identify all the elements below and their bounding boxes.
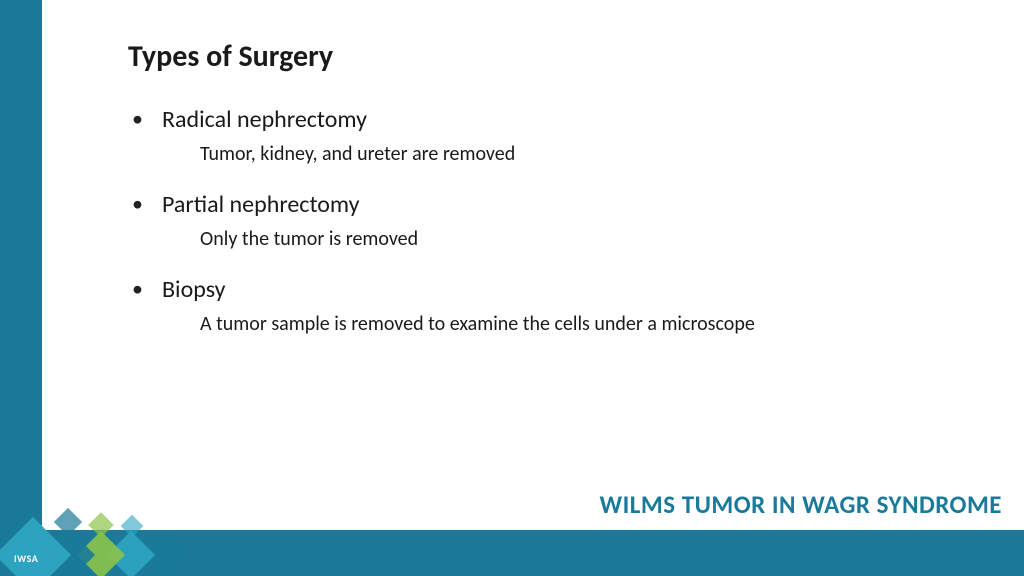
bullet-list: Radical nephrectomy Tumor, kidney, and u… — [128, 105, 984, 336]
item-description: Tumor, kidney, and ureter are removed — [162, 142, 984, 166]
footer-title: WILMS TUMOR IN WAGR SYNDROME — [599, 489, 1002, 520]
content-area: Types of Surgery Radical nephrectomy Tum… — [128, 38, 984, 360]
item-heading: Biopsy — [162, 275, 984, 304]
slide: Types of Surgery Radical nephrectomy Tum… — [0, 0, 1024, 576]
list-item: Partial nephrectomy Only the tumor is re… — [128, 190, 984, 251]
item-heading: Partial nephrectomy — [162, 190, 984, 219]
logo-text: IWSA — [14, 552, 38, 565]
item-description: A tumor sample is removed to examine the… — [162, 312, 984, 336]
slide-title: Types of Surgery — [128, 38, 984, 75]
item-description: Only the tumor is removed — [162, 227, 984, 251]
item-heading: Radical nephrectomy — [162, 105, 984, 134]
logo-cluster: IWSA — [0, 466, 248, 576]
list-item: Biopsy A tumor sample is removed to exam… — [128, 275, 984, 336]
list-item: Radical nephrectomy Tumor, kidney, and u… — [128, 105, 984, 166]
diamond-icon — [54, 508, 82, 536]
